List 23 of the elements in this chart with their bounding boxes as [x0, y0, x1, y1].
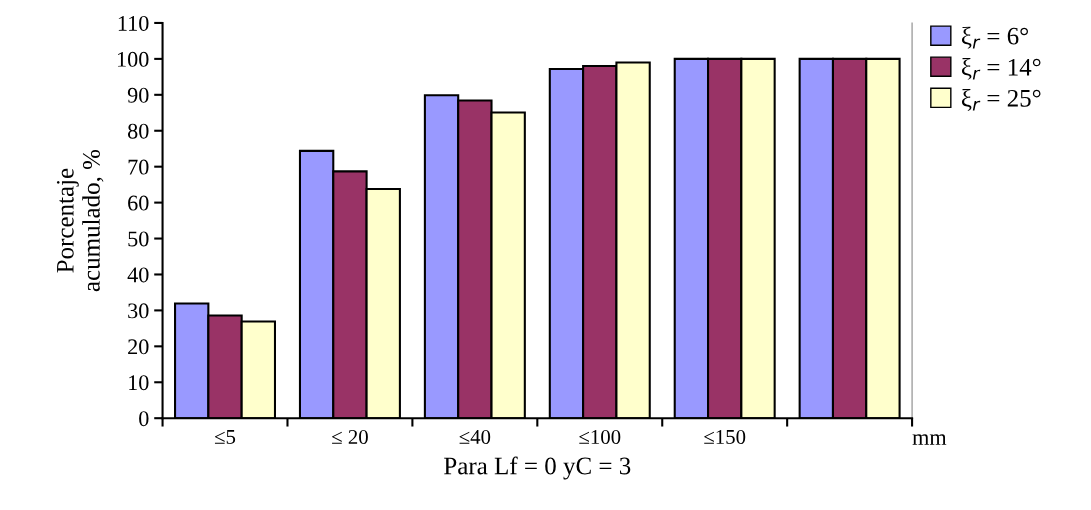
text: mm — [912, 434, 947, 445]
y-tick-label: 60 — [128, 195, 149, 211]
legend-label: ξ$_{r}$ = 6° — [961, 26, 1028, 49]
y-axis-title: Porcentaje acumulado, % — [56, 149, 104, 292]
y-tick-label: 70 — [128, 159, 149, 175]
x-axis-title: Para Lf = 0 yC = 3 — [444, 456, 631, 480]
legend-label: ξ$_{r}$ = 14° — [961, 57, 1041, 80]
x-tick-label: ≤5 — [214, 430, 236, 444]
y-tick-label: 20 — [128, 339, 149, 355]
x-tick-label: ≤40 — [459, 429, 491, 444]
x-tick-label: ≤150 — [704, 429, 746, 444]
y-tick-label: 80 — [127, 123, 149, 139]
legend-label: ξ$_{r}$ = 25° — [961, 88, 1041, 111]
y-tick-label: 90 — [127, 87, 149, 103]
y-tick-label: 110 — [118, 15, 149, 31]
x-tick-label: ≤100 — [579, 429, 621, 444]
y-tick-label: 50 — [128, 231, 149, 247]
y-tick-label: 100 — [117, 51, 149, 67]
y-tick-label: 10 — [129, 375, 149, 391]
y-tick-label: 40 — [127, 267, 149, 283]
y-tick-label: 30 — [128, 303, 149, 319]
x-tick-label: ≤ 20 — [332, 429, 368, 444]
y-tick-label: 0 — [139, 411, 149, 427]
